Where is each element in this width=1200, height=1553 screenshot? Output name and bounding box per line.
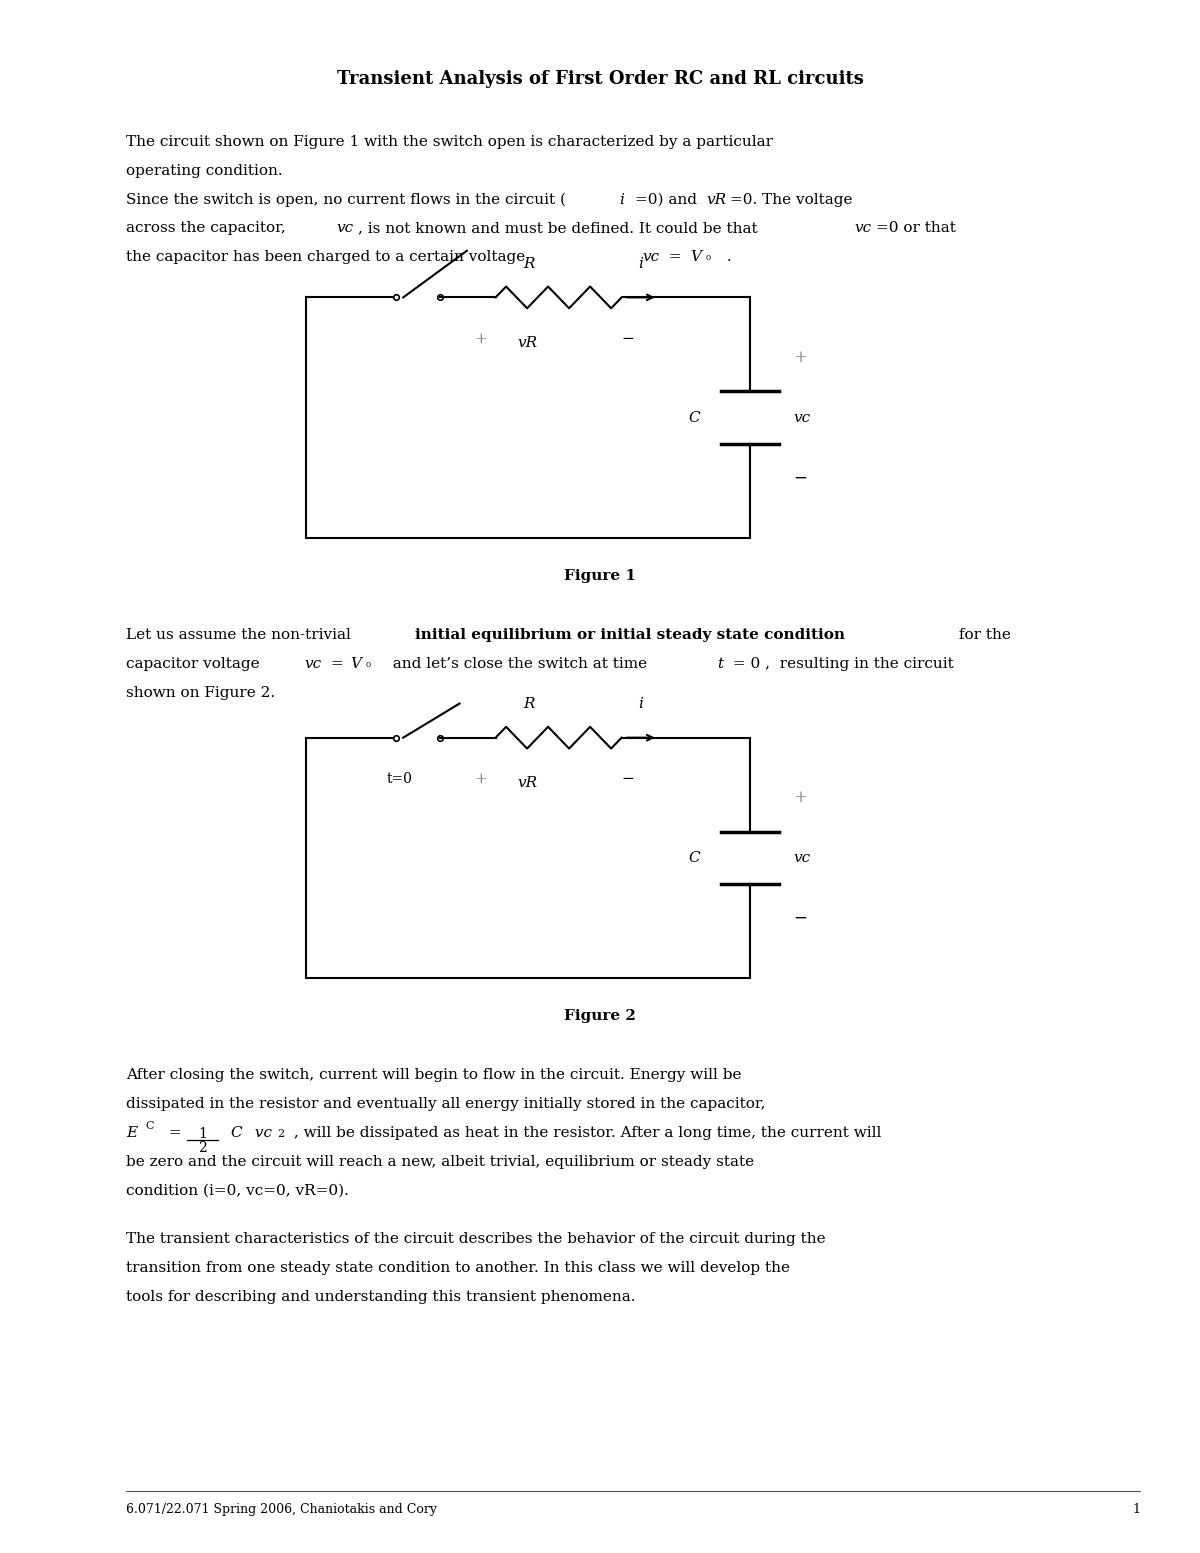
Text: +: + <box>793 789 808 806</box>
Text: i: i <box>637 256 643 270</box>
Text: Since the switch is open, no current flows in the circuit (: Since the switch is open, no current flo… <box>126 193 566 207</box>
Text: dissipated in the resistor and eventually all energy initially stored in the cap: dissipated in the resistor and eventuall… <box>126 1096 766 1112</box>
Text: The transient characteristics of the circuit describes the behavior of the circu: The transient characteristics of the cir… <box>126 1232 826 1247</box>
Text: initial equilibrium or initial steady state condition: initial equilibrium or initial steady st… <box>415 627 845 643</box>
Text: .: . <box>722 250 732 264</box>
Text: i: i <box>637 697 643 711</box>
Text: R: R <box>523 256 534 270</box>
Text: −: − <box>622 772 634 786</box>
Text: −: − <box>793 910 808 927</box>
Text: −: − <box>793 471 808 486</box>
Text: V: V <box>350 657 361 671</box>
Text: vc: vc <box>305 657 322 671</box>
Text: Let us assume the non-trivial: Let us assume the non-trivial <box>126 627 355 643</box>
Text: After closing the switch, current will begin to flow in the circuit. Energy will: After closing the switch, current will b… <box>126 1068 742 1082</box>
Text: R: R <box>523 697 534 711</box>
Text: Transient Analysis of First Order RC and RL circuits: Transient Analysis of First Order RC and… <box>336 70 864 89</box>
Text: transition from one steady state condition to another. In this class we will dev: transition from one steady state conditi… <box>126 1261 790 1275</box>
Text: −: − <box>622 332 634 346</box>
Text: across the capacitor,: across the capacitor, <box>126 222 290 236</box>
Text: t: t <box>718 657 724 671</box>
Text: vc: vc <box>336 222 353 236</box>
Text: =: = <box>326 657 349 671</box>
Text: vc: vc <box>642 250 659 264</box>
Text: 1: 1 <box>1132 1503 1140 1516</box>
Text: i: i <box>619 193 624 207</box>
Text: t=0: t=0 <box>386 772 413 786</box>
Text: +: + <box>793 349 808 365</box>
Text: Figure 2: Figure 2 <box>564 1009 636 1023</box>
Text: V: V <box>690 250 701 264</box>
Text: vc: vc <box>854 222 871 236</box>
Text: C: C <box>688 410 700 426</box>
Text: condition (i=0, vc=0, vR=0).: condition (i=0, vc=0, vR=0). <box>126 1183 349 1197</box>
Text: =0. The voltage: =0. The voltage <box>730 193 852 207</box>
Text: ₀: ₀ <box>706 250 710 262</box>
Text: vR: vR <box>517 776 538 790</box>
Text: =0 or that: =0 or that <box>876 222 956 236</box>
Text: be zero and the circuit will reach a new, albeit trivial, equilibrium or steady : be zero and the circuit will reach a new… <box>126 1154 754 1169</box>
Text: Figure 1: Figure 1 <box>564 568 636 584</box>
Text: =: = <box>664 250 686 264</box>
Text: 2: 2 <box>277 1129 284 1138</box>
Text: vc: vc <box>793 851 810 865</box>
Text: tools for describing and understanding this transient phenomena.: tools for describing and understanding t… <box>126 1289 636 1305</box>
Text: vc: vc <box>250 1126 271 1140</box>
Text: vR: vR <box>707 193 727 207</box>
Text: =0) and: =0) and <box>635 193 702 207</box>
Text: 2: 2 <box>198 1141 208 1155</box>
Text: +: + <box>475 772 487 786</box>
Text: vc: vc <box>793 410 810 426</box>
Text: C: C <box>145 1121 154 1131</box>
Text: for the: for the <box>954 627 1010 643</box>
Text: C: C <box>230 1126 242 1140</box>
Text: ₀: ₀ <box>366 657 371 669</box>
Text: and let’s close the switch at time: and let’s close the switch at time <box>383 657 656 671</box>
Text: vR: vR <box>517 335 538 351</box>
Text: 1: 1 <box>198 1127 208 1141</box>
Text: capacitor voltage: capacitor voltage <box>126 657 269 671</box>
Text: The circuit shown on Figure 1 with the switch open is characterized by a particu: The circuit shown on Figure 1 with the s… <box>126 135 773 149</box>
Text: operating condition.: operating condition. <box>126 165 283 179</box>
Text: = 0 ,  resulting in the circuit: = 0 , resulting in the circuit <box>728 657 954 671</box>
Text: E: E <box>126 1126 137 1140</box>
Text: 6.071/22.071 Spring 2006, Chaniotakis and Cory: 6.071/22.071 Spring 2006, Chaniotakis an… <box>126 1503 437 1516</box>
Text: +: + <box>475 332 487 346</box>
Text: C: C <box>688 851 700 865</box>
Text: the capacitor has been charged to a certain voltage: the capacitor has been charged to a cert… <box>126 250 535 264</box>
Text: , is not known and must be defined. It could be that: , is not known and must be defined. It c… <box>358 222 762 236</box>
Text: shown on Figure 2.: shown on Figure 2. <box>126 685 275 700</box>
Text: , will be dissipated as heat in the resistor. After a long time, the current wil: , will be dissipated as heat in the resi… <box>289 1126 882 1140</box>
Text: =: = <box>164 1126 187 1140</box>
